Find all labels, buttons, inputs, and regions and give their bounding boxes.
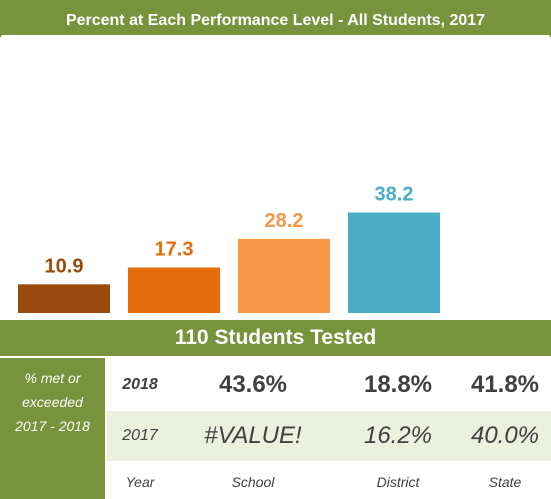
bar [348,212,440,313]
column-label: School [231,474,275,490]
table-row: 2018 43.6% 18.8% 41.8% [107,360,551,410]
column-label: Year [125,474,155,490]
data-label: 28.2 [265,210,304,232]
data-label: 17.3 [155,239,194,261]
table-cell: 41.8% [470,371,540,398]
column-label: District [376,474,420,490]
table-cell: 18.8% [363,371,433,398]
data-label: 38.2 [375,184,414,206]
chart: 10.9 17.3 28.2 38.2 [18,184,440,313]
table-cell: #VALUE! [204,422,302,449]
table-cell: 40.0% [470,422,540,449]
table-cell: 2018 [122,376,158,393]
table-header: 110 Students Tested [0,320,551,356]
table-cell: 16.2% [363,422,433,449]
table-cell: 43.6% [218,371,288,398]
bar [18,284,110,313]
column-label: State [488,474,522,490]
table-row: 2017 #VALUE! 16.2% 40.0% [107,411,551,461]
bar [238,238,330,313]
chart-title: Percent at Each Performance Level - All … [0,0,551,38]
side-label: % met or exceeded 2017 - 2018 [0,358,105,499]
data-label: 10.9 [45,255,84,277]
table-cell: 2017 [122,427,158,444]
bar [128,267,220,313]
